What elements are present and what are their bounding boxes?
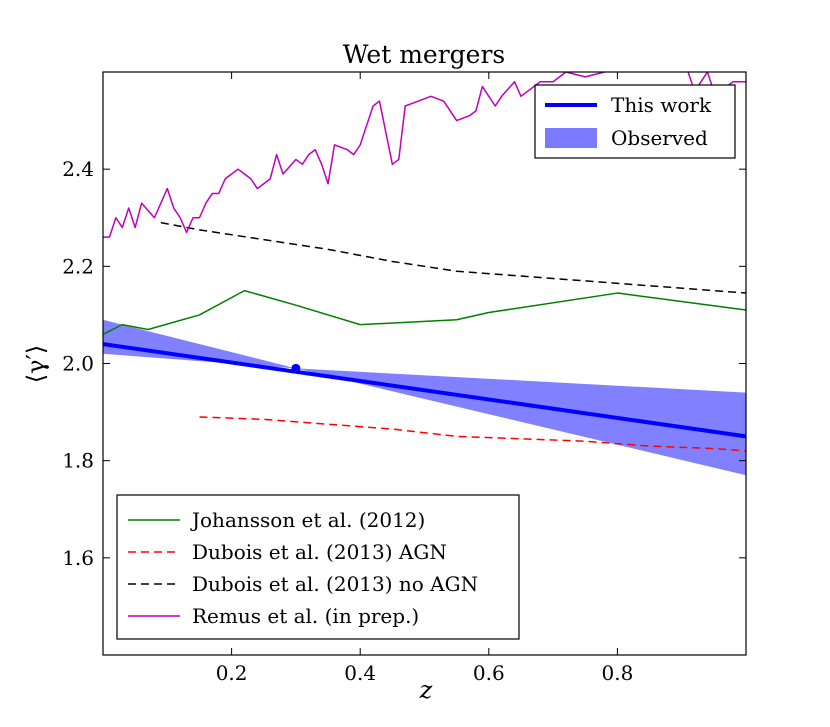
legend-dubois-noagn-label: Dubois et al. (2013) no AGN <box>192 572 478 596</box>
series-johansson-et-al-2012-line <box>103 289 746 336</box>
y-tick-label: 1.6 <box>62 546 94 570</box>
series-remus-et-al-in-prep-line <box>103 72 746 238</box>
series-this-work-line <box>103 342 746 439</box>
y-tick-label: 2.0 <box>62 352 94 376</box>
legend-lower-box <box>116 494 520 640</box>
x-tick-label: 0.4 <box>344 661 376 685</box>
legend-lower: Johansson et al. (2012) Dubois et al. (2… <box>116 494 520 640</box>
y-axis-label: ⟨γ′⟩ <box>22 345 50 384</box>
legend-remus-label: Remus et al. (in prep.) <box>192 604 419 628</box>
x-tick-label: 0.2 <box>216 661 248 685</box>
legend-upper: This work Observed <box>534 84 736 159</box>
legend-this-work-label: This work <box>611 93 712 117</box>
x-tick-label: 0.8 <box>601 661 633 685</box>
series-observed-band <box>103 319 746 476</box>
x-tick-label: 0.6 <box>473 661 505 685</box>
legend-johansson-label: Johansson et al. (2012) <box>190 508 425 532</box>
y-tick-label: 2.2 <box>62 254 94 278</box>
x-axis-label: z <box>419 676 433 704</box>
pivot-point-marker <box>291 363 301 373</box>
series-dubois-et-al-2013-agn-line <box>199 416 746 452</box>
legend-observed-swatch <box>545 128 597 148</box>
chart-title: Wet mergers <box>343 40 505 69</box>
y-tick-label: 1.8 <box>62 449 94 473</box>
legend-observed-label: Observed <box>611 126 708 150</box>
series-dubois-et-al-2013-no-agn-line <box>160 221 746 294</box>
y-tick-label: 2.4 <box>62 157 94 181</box>
legend-dubois-agn-label: Dubois et al. (2013) AGN <box>192 540 447 564</box>
